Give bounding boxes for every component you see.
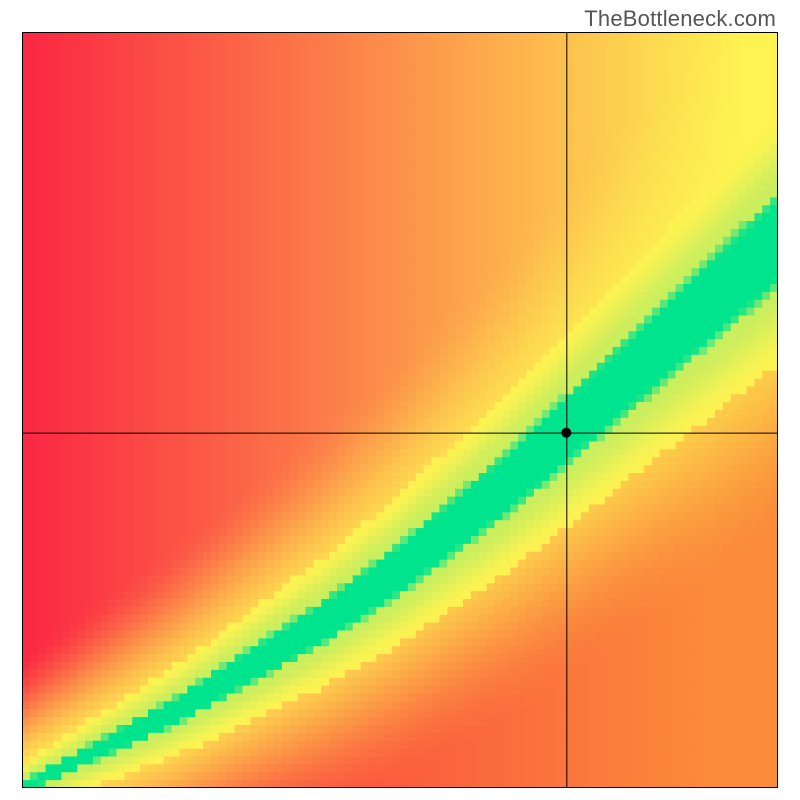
chart-container: TheBottleneck.com: [0, 0, 800, 800]
bottleneck-heatmap: [22, 32, 778, 788]
watermark-text: TheBottleneck.com: [584, 6, 776, 32]
